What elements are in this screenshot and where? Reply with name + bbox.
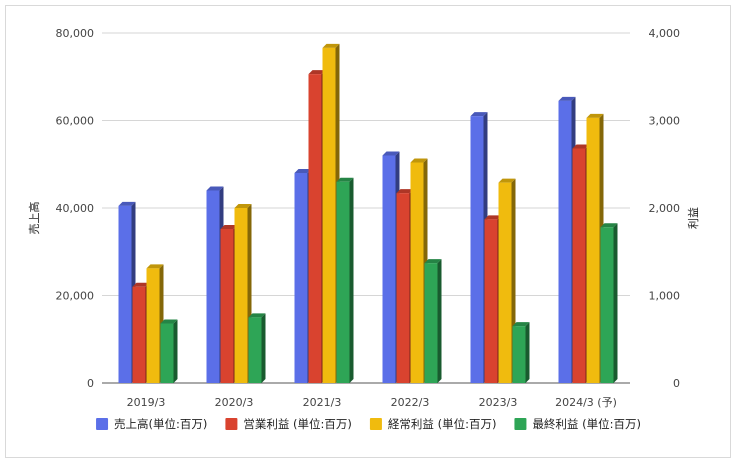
left-tick-label: 80,000 bbox=[56, 27, 95, 40]
category-label: 2021/3 bbox=[303, 396, 342, 409]
category-label: 2019/3 bbox=[127, 396, 166, 409]
right-tick-label: 2,000 bbox=[649, 202, 681, 215]
category-label: 2024/3 (予) bbox=[555, 396, 617, 409]
left-tick-label: 0 bbox=[87, 377, 94, 390]
legend: 売上高(単位:百万) 営業利益 (単位:百万) 経常利益 (単位:百万) 最終利益 (… bbox=[96, 417, 641, 431]
bar bbox=[512, 322, 530, 383]
left-tick-label: 40,000 bbox=[56, 202, 95, 215]
right-axis-ticks: 0 1,000 2,000 3,000 4,000 bbox=[649, 27, 681, 390]
bar bbox=[336, 177, 354, 383]
category-labels: 2019/3 2020/3 2021/3 2022/3 2023/3 2024/3 (予) bbox=[127, 396, 617, 409]
left-axis-ticks: 0 20,000 40,000 60,000 80,000 bbox=[56, 27, 95, 390]
bar bbox=[248, 313, 266, 383]
legend-label: 売上高(単位:百万) bbox=[114, 417, 207, 431]
legend-item: 経常利益 (単位:百万) bbox=[369, 417, 497, 431]
bar bbox=[600, 223, 618, 383]
category-label: 2023/3 bbox=[479, 396, 518, 409]
legend-swatch bbox=[514, 418, 527, 430]
right-axis-title: 利益 bbox=[686, 207, 700, 229]
bar bbox=[424, 259, 442, 383]
legend-label: 経常利益 (単位:百万) bbox=[388, 417, 497, 431]
right-tick-label: 0 bbox=[673, 377, 680, 390]
category-label: 2022/3 bbox=[391, 396, 430, 409]
bars bbox=[118, 43, 618, 383]
legend-swatch bbox=[96, 418, 109, 430]
right-tick-label: 3,000 bbox=[649, 115, 681, 128]
legend-label: 営業利益 (単位:百万) bbox=[243, 417, 352, 431]
gridlines bbox=[102, 32, 630, 384]
bar bbox=[234, 204, 252, 383]
left-tick-label: 60,000 bbox=[56, 115, 95, 128]
legend-label: 最終利益 (単位:百万) bbox=[532, 417, 641, 431]
legend-swatch bbox=[225, 418, 238, 430]
legend-item: 売上高(単位:百万) bbox=[96, 417, 207, 431]
left-tick-label: 20,000 bbox=[56, 290, 95, 303]
right-tick-label: 1,000 bbox=[649, 290, 681, 303]
legend-swatch bbox=[369, 418, 382, 430]
bar bbox=[118, 201, 136, 383]
bar bbox=[160, 319, 178, 383]
category-label: 2020/3 bbox=[215, 396, 254, 409]
right-tick-label: 4,000 bbox=[649, 27, 681, 40]
legend-item: 営業利益 (単位:百万) bbox=[225, 417, 352, 431]
left-axis-title: 売上高 bbox=[27, 202, 41, 235]
legend-item: 最終利益 (単位:百万) bbox=[514, 417, 641, 431]
